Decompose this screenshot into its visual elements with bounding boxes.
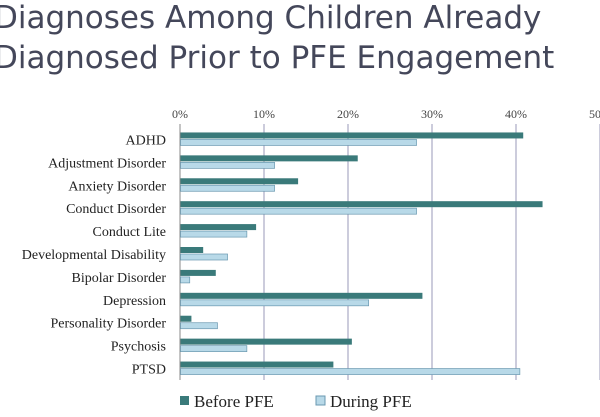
- x-tick-label: 20%: [337, 107, 359, 121]
- bar: [180, 299, 370, 307]
- x-tick-label: 40%: [505, 107, 527, 121]
- bar: [180, 162, 275, 169]
- y-tick-label: Psychosis: [111, 340, 166, 355]
- y-tick-label: Developmental Disability: [22, 248, 166, 263]
- bar: [180, 139, 417, 146]
- bar: [180, 292, 423, 299]
- bar: [180, 247, 204, 253]
- legend-label: Before PFE: [194, 392, 274, 411]
- bar: [180, 224, 257, 231]
- bar: [180, 322, 218, 330]
- y-tick-label: Conduct Lite: [93, 225, 167, 240]
- y-tick-label: Personality Disorder: [51, 317, 167, 332]
- bar: [180, 132, 524, 139]
- bar: [180, 338, 352, 345]
- bar: [180, 368, 521, 375]
- bar: [180, 276, 191, 284]
- legend-label: During PFE: [330, 392, 412, 411]
- bar: [180, 184, 275, 192]
- y-tick-label: Conduct Disorder: [66, 202, 166, 217]
- x-tick-label: 0%: [172, 107, 188, 121]
- y-tick-label: Anxiety Disorder: [68, 179, 166, 194]
- bar: [180, 253, 228, 261]
- bar: [180, 361, 334, 368]
- bar: [180, 207, 417, 215]
- bar: [180, 201, 543, 208]
- x-tick-label: 50%: [589, 107, 600, 121]
- bar: [180, 178, 299, 185]
- y-tick-label: Depression: [103, 294, 166, 309]
- y-tick-label: Adjustment Disorder: [48, 156, 166, 171]
- bar: [180, 269, 216, 276]
- bar: [180, 155, 358, 162]
- y-tick-label: Bipolar Disorder: [72, 271, 167, 286]
- bar: [180, 345, 248, 352]
- bar: [180, 315, 192, 322]
- x-tick-label: 30%: [421, 107, 443, 121]
- bar: [180, 230, 248, 238]
- legend-swatch: [315, 395, 326, 406]
- legend-swatch: [180, 396, 189, 405]
- chart-title: Diagnosed Prior to PFE Engagement: [0, 40, 554, 76]
- x-tick-label: 10%: [253, 107, 275, 121]
- y-tick-label: PTSD: [132, 363, 166, 378]
- chart-title: Diagnoses Among Children Already: [0, 0, 541, 36]
- y-tick-label: ADHD: [126, 133, 166, 148]
